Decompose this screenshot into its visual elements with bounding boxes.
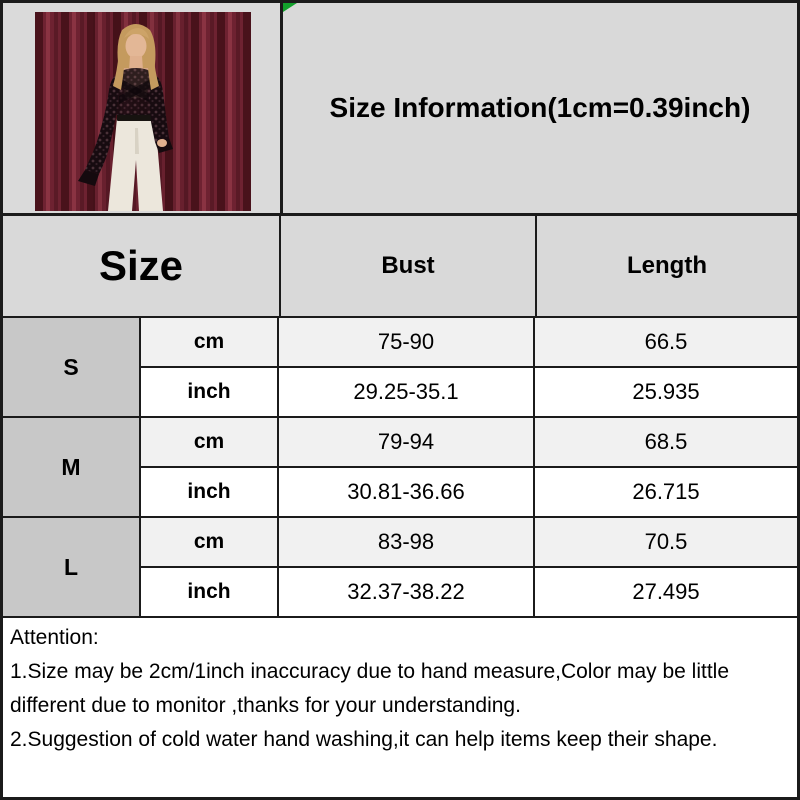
table-row: inch 29.25-35.1 25.935 (141, 368, 797, 416)
size-label-l: L (3, 518, 141, 616)
unit-cell-inch: inch (141, 568, 279, 616)
table-row: inch 30.81-36.66 26.715 (141, 468, 797, 516)
length-value: 68.5 (644, 429, 688, 454)
model-illustration (35, 12, 251, 211)
attention-heading: Attention: (10, 626, 99, 649)
table-row: inch 32.37-38.22 27.495 (141, 568, 797, 616)
page-title: Size Information(1cm=0.39inch) (329, 92, 751, 123)
size-label-s: S (3, 318, 141, 416)
bust-value: 79-94 (279, 418, 535, 466)
length-value: 27.495 (632, 579, 700, 604)
table-row-group-s: S cm 75-90 66.5 inch 29.25-35.1 25.935 (3, 318, 797, 418)
length-value: 70.5 (644, 529, 688, 554)
length-value: 26.715 (632, 479, 700, 504)
bust-value: 30.81-36.66 (279, 468, 535, 516)
column-header-size: Size (3, 216, 281, 316)
attention-note-2: 2.Suggestion of cold water hand washing,… (10, 728, 718, 752)
column-header-bust: Bust (281, 216, 537, 316)
table-header-row: Size Bust Length (3, 216, 797, 318)
table-row-group-m: M cm 79-94 68.5 inch 30.81-36.66 26.715 (3, 418, 797, 518)
product-photo (35, 12, 251, 211)
unit-cell-inch: inch (141, 368, 279, 416)
bust-value: 29.25-35.1 (279, 368, 535, 416)
table-row: cm 75-90 66.5 (141, 318, 797, 368)
title-cell: Size Information(1cm=0.39inch) (283, 3, 797, 213)
column-header-length: Length (627, 252, 707, 279)
table-row: cm 79-94 68.5 (141, 418, 797, 468)
attention-section: Attention: 1.Size may be 2cm/1inch inacc… (3, 618, 797, 797)
unit-cell-cm: cm (141, 518, 279, 566)
bust-value: 32.37-38.22 (279, 568, 535, 616)
length-value: 25.935 (632, 379, 700, 404)
bust-value: 75-90 (279, 318, 535, 366)
length-value: 66.5 (644, 329, 688, 354)
green-corner-marker-icon (283, 3, 297, 12)
attention-note-1: 1.Size may be 2cm/1inch inaccuracy due t… (10, 660, 730, 718)
unit-cell-cm: cm (141, 318, 279, 366)
product-photo-cell (3, 3, 283, 213)
table-row: cm 83-98 70.5 (141, 518, 797, 568)
size-label-m: M (3, 418, 141, 516)
unit-cell-inch: inch (141, 468, 279, 516)
top-section: Size Information(1cm=0.39inch) (3, 3, 797, 216)
unit-cell-cm: cm (141, 418, 279, 466)
table-row-group-l: L cm 83-98 70.5 inch 32.37-38.22 27.495 (3, 518, 797, 618)
bust-value: 83-98 (279, 518, 535, 566)
